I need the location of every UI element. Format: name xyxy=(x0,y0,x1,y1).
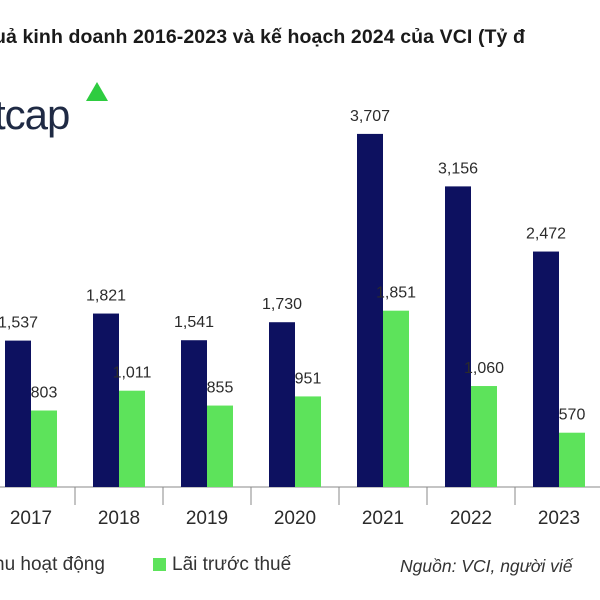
bar-revenue xyxy=(445,186,471,488)
bar-revenue xyxy=(533,251,559,487)
chart-title: uả kinh doanh 2016-2023 và kế hoạch 2024… xyxy=(0,26,526,48)
legend-profit-label: Lãi trước thuế xyxy=(172,554,292,575)
x-tick-label: 2018 xyxy=(98,508,140,529)
bar-profit xyxy=(295,396,321,487)
bar-profit xyxy=(383,310,409,487)
legend-profit-swatch xyxy=(153,558,166,571)
x-tick-label: 2019 xyxy=(186,508,228,529)
data-label-profit: 1,851 xyxy=(376,285,416,302)
company-logo: tcap xyxy=(0,91,70,138)
x-tick-label: 2017 xyxy=(10,508,52,529)
bar-profit xyxy=(119,390,145,487)
bar-profit xyxy=(31,410,57,487)
data-label-profit: 1,060 xyxy=(464,360,504,377)
data-label-profit: 570 xyxy=(559,407,586,424)
data-label-revenue: 1,537 xyxy=(0,315,38,332)
x-tick-label: 2020 xyxy=(274,508,316,529)
bar-profit xyxy=(207,405,233,487)
bar-revenue xyxy=(357,133,383,487)
bar-profit xyxy=(471,386,497,487)
data-label-profit: 855 xyxy=(207,380,234,397)
x-tick-label: 2023 xyxy=(538,508,580,529)
data-label-revenue: 3,707 xyxy=(350,108,390,125)
logo-triangle-icon xyxy=(86,82,108,101)
data-label-revenue: 1,730 xyxy=(262,296,302,313)
data-label-profit: 951 xyxy=(295,370,322,387)
legend-profit: Lãi trước thuế xyxy=(153,554,291,576)
bar-profit xyxy=(559,432,585,487)
data-label-revenue: 1,821 xyxy=(86,288,126,305)
data-label-revenue: 2,472 xyxy=(526,226,566,243)
bar-revenue xyxy=(93,313,119,487)
legend-revenue: hu hoạt động xyxy=(0,554,105,576)
legend-revenue-label: hu hoạt động xyxy=(0,554,105,575)
source-note: Nguồn: VCI, người viế xyxy=(400,556,573,576)
x-tick-label: 2021 xyxy=(362,508,404,529)
data-label-profit: 1,011 xyxy=(113,365,152,382)
bar-revenue xyxy=(5,340,31,487)
bar-revenue xyxy=(269,322,295,487)
bar-revenue xyxy=(181,340,207,487)
x-tick-label: 2022 xyxy=(450,508,492,529)
data-label-profit: 803 xyxy=(31,385,58,402)
data-label-revenue: 3,156 xyxy=(438,160,478,177)
data-label-revenue: 1,541 xyxy=(174,314,214,331)
